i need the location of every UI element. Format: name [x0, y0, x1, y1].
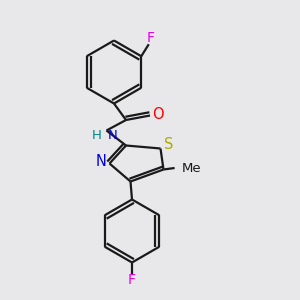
- Text: F: F: [146, 31, 154, 45]
- Text: N: N: [96, 154, 106, 169]
- Text: S: S: [164, 137, 174, 152]
- Text: O: O: [153, 107, 164, 122]
- Text: N: N: [107, 128, 117, 142]
- Text: Me: Me: [182, 161, 201, 175]
- Text: H: H: [92, 128, 102, 142]
- Text: F: F: [128, 274, 136, 287]
